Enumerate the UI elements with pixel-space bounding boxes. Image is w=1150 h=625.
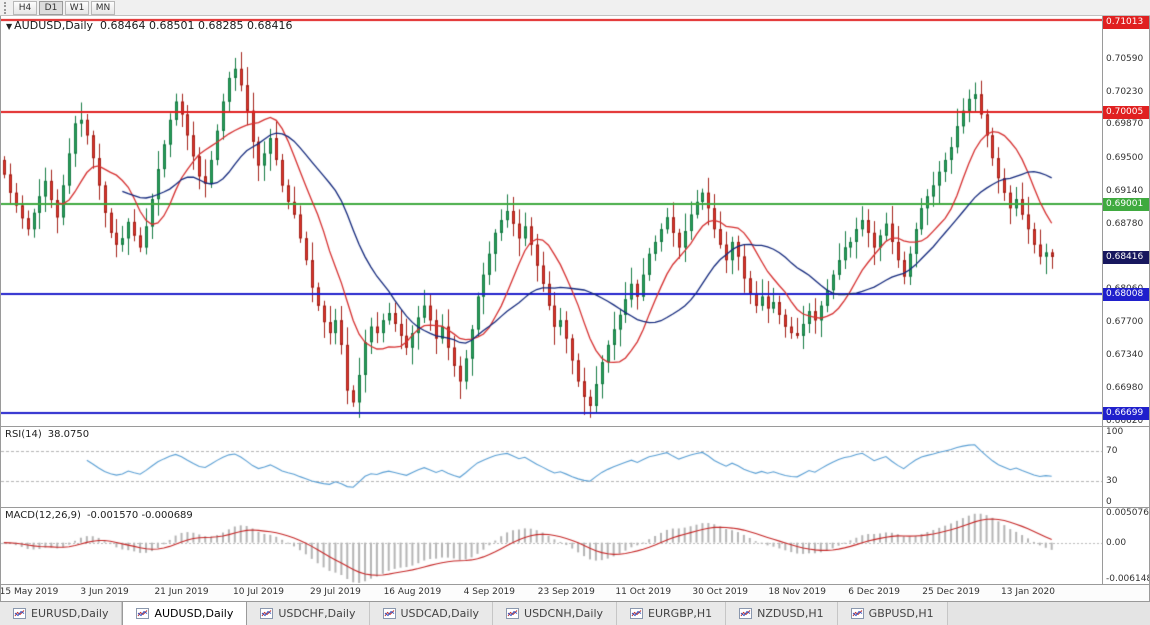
price-level-badge: 0.66699 — [1103, 407, 1149, 421]
timeframe-buttons: H4 D1 W1 MN — [13, 0, 117, 15]
date-label: 11 Oct 2019 — [615, 587, 672, 597]
chart-title: ▼ AUDUSD,Daily 0.68464 0.68501 0.68285 0.6… — [6, 19, 293, 32]
chart-tab-label: GBPUSD,H1 — [868, 607, 934, 620]
price-tick: 0.66980 — [1106, 382, 1144, 393]
chart-tab-gbpusd-h1[interactable]: GBPUSD,H1 — [837, 602, 948, 625]
chart-tab-label: EURGBP,H1 — [648, 607, 713, 620]
chart-tabs: EURUSD,Daily AUDUSD,Daily USDCHF,Daily USDC… — [0, 601, 1150, 625]
chart-tab-label: USDCHF,Daily — [278, 607, 356, 620]
macd-axis[interactable]: 0.005076 0.00 -0.006148 — [1102, 508, 1149, 584]
chart-tab-label: USDCNH,Daily — [524, 607, 604, 620]
price-tick: 0.67700 — [1106, 317, 1144, 328]
timeframe-button-d1[interactable]: D1 — [39, 0, 63, 15]
date-label: 30 Oct 2019 — [692, 587, 749, 597]
rsi-value: 38.0750 — [47, 429, 90, 440]
price-axis[interactable]: 0.709500.705900.702300.698700.695000.691… — [1102, 16, 1149, 426]
price-level-badge: 0.69001 — [1103, 197, 1149, 211]
chart-tab-icon — [13, 608, 26, 619]
date-label: 10 Jul 2019 — [233, 587, 284, 597]
macd-plot[interactable]: MACD(12,26,9) -0.001570 -0.000689 — [1, 508, 1102, 584]
chart-tab-icon — [739, 608, 753, 619]
chart-tab-icon — [136, 608, 150, 619]
rsi-canvas[interactable] — [1, 427, 1102, 507]
rsi-tick: 100 — [1106, 427, 1124, 437]
date-label: 23 Sep 2019 — [537, 587, 595, 597]
toolbar-drag-handle[interactable] — [4, 1, 9, 14]
date-label: 18 Nov 2019 — [768, 587, 826, 597]
chart-tab-eurusd-daily[interactable]: EURUSD,Daily — [0, 602, 123, 625]
current-price-badge: 0.68416 — [1103, 250, 1149, 264]
chart-tab-label: USDCAD,Daily — [400, 607, 480, 620]
chart-tab-icon — [850, 608, 864, 619]
date-label: 25 Dec 2019 — [922, 587, 980, 597]
macd-tick: 0.005076 — [1106, 508, 1149, 518]
chart-tab-label: NZDUSD,H1 — [757, 607, 824, 620]
price-tick: 0.70590 — [1106, 53, 1144, 64]
date-label: 21 Jun 2019 — [154, 587, 209, 597]
date-label: 4 Sep 2019 — [463, 587, 516, 597]
price-tick: 0.69140 — [1106, 185, 1144, 196]
macd-value: -0.001570 -0.000689 — [86, 510, 193, 521]
symbol-period-label: AUDUSD,Daily — [14, 19, 94, 32]
chart-tab-icon — [382, 608, 396, 619]
price-tick: 0.69500 — [1106, 153, 1144, 164]
chart-dropdown-icon[interactable]: ▼ — [6, 22, 13, 31]
date-label: 3 Jun 2019 — [80, 587, 129, 597]
macd-name: MACD(12,26,9) — [5, 510, 81, 521]
price-pane: ▼ AUDUSD,Daily 0.68464 0.68501 0.68285 0.6… — [1, 16, 1149, 427]
date-label: 15 May 2019 — [1, 587, 59, 597]
timeframe-button-mn[interactable]: MN — [91, 0, 115, 15]
price-tick: 0.70230 — [1106, 86, 1144, 97]
rsi-name: RSI(14) — [5, 429, 42, 440]
price-level-badge: 0.71013 — [1103, 16, 1149, 29]
rsi-tick: 0 — [1106, 497, 1112, 507]
macd-tick: 0.00 — [1106, 537, 1127, 548]
price-tick: 0.69870 — [1106, 119, 1144, 130]
timeframe-toolbar: H4 D1 W1 MN — [0, 0, 1150, 16]
price-level-badge: 0.68008 — [1103, 288, 1149, 302]
macd-label: MACD(12,26,9) -0.001570 -0.000689 — [5, 510, 193, 521]
ohlc-values: 0.68464 0.68501 0.68285 0.68416 — [100, 19, 293, 32]
chart-tab-icon — [506, 608, 520, 619]
price-tick: 0.68780 — [1106, 218, 1144, 229]
date-label: 6 Dec 2019 — [848, 587, 900, 597]
date-label: 16 Aug 2019 — [383, 587, 442, 597]
timeframe-button-w1[interactable]: W1 — [65, 0, 89, 15]
time-axis[interactable]: 15 May 2019 3 Jun 2019 21 Jun 2019 10 Jul 2… — [1, 585, 1149, 601]
date-label: 13 Jan 2020 — [1001, 587, 1055, 597]
rsi-tick: 30 — [1106, 475, 1118, 486]
chart-tab-audusd-daily[interactable]: AUDUSD,Daily — [122, 602, 248, 625]
chart-tab-usdcad-daily[interactable]: USDCAD,Daily — [369, 602, 494, 625]
price-plot[interactable]: ▼ AUDUSD,Daily 0.68464 0.68501 0.68285 0.6… — [1, 16, 1102, 426]
date-label: 29 Jul 2019 — [309, 587, 361, 597]
chart-tab-icon — [260, 608, 274, 619]
macd-canvas[interactable] — [1, 508, 1102, 584]
chart-tab-nzdusd-h1[interactable]: NZDUSD,H1 — [726, 602, 838, 625]
chart-tab-usdcnh-daily[interactable]: USDCNH,Daily — [493, 602, 618, 625]
rsi-plot[interactable]: RSI(14) 38.0750 — [1, 427, 1102, 507]
price-chart-canvas[interactable] — [1, 16, 1102, 426]
chart-tab-usdchf-daily[interactable]: USDCHF,Daily — [247, 602, 370, 625]
chart-tab-label: AUDUSD,Daily — [154, 607, 234, 620]
price-tick: 0.67340 — [1106, 349, 1144, 360]
chart-tab-label: EURUSD,Daily — [31, 607, 109, 620]
chart-window: ▼ AUDUSD,Daily 0.68464 0.68501 0.68285 0.6… — [0, 16, 1150, 601]
macd-pane: MACD(12,26,9) -0.001570 -0.000689 0.00507… — [1, 508, 1149, 585]
rsi-axis[interactable]: 100 70 30 0 — [1102, 427, 1149, 507]
timeframe-button-h4[interactable]: H4 — [13, 0, 37, 15]
macd-tick: -0.006148 — [1106, 574, 1149, 584]
chart-tab-icon — [630, 608, 644, 619]
price-tick: 0.66620 — [1106, 415, 1144, 426]
chart-tab-eurgbp-h1[interactable]: EURGBP,H1 — [617, 602, 727, 625]
rsi-pane: RSI(14) 38.0750 100 70 30 0 — [1, 427, 1149, 508]
rsi-tick: 70 — [1106, 446, 1118, 457]
rsi-label: RSI(14) 38.0750 — [5, 429, 89, 440]
price-level-badge: 0.70005 — [1103, 106, 1149, 120]
